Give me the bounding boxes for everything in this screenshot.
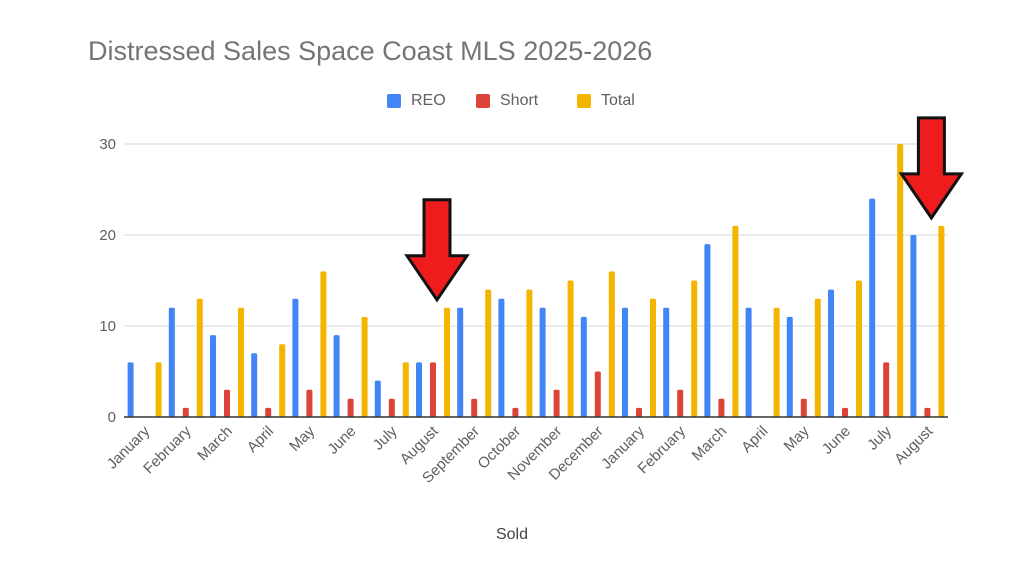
bar-reo [828,289,834,417]
legend-swatch-reo [387,94,401,108]
bar-reo [539,307,546,417]
bar-reo [374,380,381,417]
bar-total [856,280,862,417]
legend: REO Short Total [0,92,1024,114]
bar-total [320,271,327,417]
bar-reo [457,307,464,417]
bar-total [691,280,698,417]
bar-total [402,362,409,417]
bar-total [814,298,821,417]
bar-total [650,298,656,417]
chart-title: Distressed Sales Space Coast MLS 2025-20… [88,36,653,66]
bar-total [938,225,945,417]
bar-reo [251,353,258,417]
bar-total [196,298,203,417]
bar-short [388,398,395,417]
x-tick-label: May [286,422,318,454]
bar-total [238,307,244,417]
bar-short [347,398,354,417]
bar-reo [580,316,587,417]
bar-reo [292,298,299,417]
bar-reo [416,362,422,417]
legend-label-total: Total [601,92,635,109]
bar-total [361,316,368,417]
bar-short [471,398,478,417]
legend-item-short[interactable]: Short [476,92,538,110]
bar-short [430,362,436,417]
bar-reo [622,307,628,417]
bar-reo [704,244,711,417]
y-tick-label: 20 [99,227,116,244]
bar-total [155,362,162,417]
x-tick-label: March [689,423,730,464]
y-tick-label: 30 [99,136,116,153]
bar-reo [333,335,340,417]
bar-short [512,407,519,417]
legend-label-reo: REO [411,92,446,109]
bar-short [553,389,560,417]
bar-short [224,389,230,417]
bar-short [800,398,807,417]
x-tick-label: March [194,423,235,464]
bar-reo [663,307,670,417]
legend-swatch-short [476,94,490,108]
bar-total [567,280,574,417]
bar-short [883,362,890,417]
bar-reo [498,298,505,417]
bar-short [265,407,272,417]
bar-total [732,225,739,417]
x-tick-label: July [370,422,401,453]
bar-short [924,407,931,417]
legend-item-total[interactable]: Total [577,92,635,110]
bar-reo [168,307,175,417]
x-tick-label: April [244,423,277,456]
bar-total [526,289,533,417]
bar-short [677,389,684,417]
bar-short [718,398,725,417]
legend-item-reo[interactable]: REO [387,92,446,110]
bar-reo [869,198,876,417]
bar-short [306,389,313,417]
x-tick-label: August [891,422,937,468]
bar-short [636,407,642,417]
bar-reo [910,235,917,417]
bar-short [594,371,601,417]
bar-total [773,307,780,417]
bar-short [842,407,848,417]
x-tick-label: April [738,423,771,456]
bar-reo [127,362,134,417]
x-tick-label: July [864,422,895,453]
y-tick-label: 10 [99,318,116,335]
y-tick-label: 0 [108,409,116,426]
x-axis-title: Sold [495,526,529,543]
bar-total [485,289,492,417]
annotation-arrow [898,116,965,221]
bar-short [182,407,189,417]
x-tick-label: June [819,423,854,458]
bar-total [279,344,286,417]
bar-reo [786,316,793,417]
bar-total [897,144,904,417]
bar-reo [210,335,216,417]
bar-total [444,307,450,417]
x-tick-label: May [781,422,813,454]
legend-label-short: Short [500,92,539,109]
bar-total [608,271,615,417]
annotation-arrow [404,198,470,303]
x-tick-label: June [324,423,359,458]
legend-swatch-total [577,94,591,108]
bar-reo [745,307,752,417]
